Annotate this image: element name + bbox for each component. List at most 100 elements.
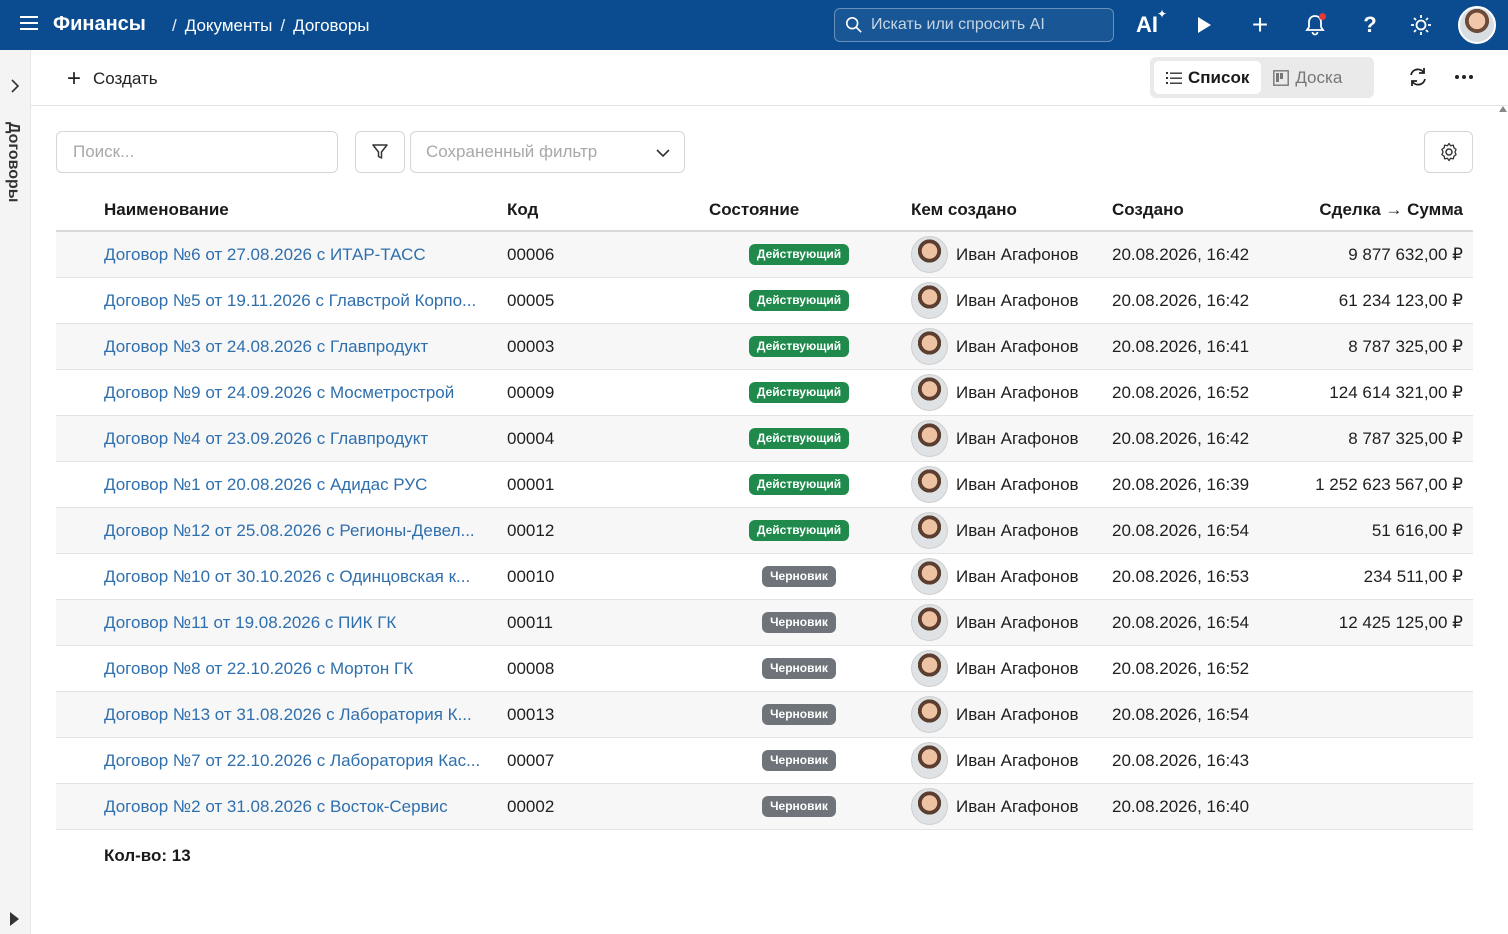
contract-name-link[interactable]: Договор №2 от 31.08.2026 с Восток-Сервис (104, 797, 448, 816)
contract-name-link[interactable]: Договор №1 от 20.08.2026 с Адидас РУС (104, 475, 428, 494)
created-date: 20.08.2026, 16:43 (1112, 751, 1250, 770)
table-row[interactable]: Договор №2 от 31.08.2026 с Восток-Сервис… (56, 784, 1473, 830)
created-by-name: Иван Агафонов (956, 704, 1079, 724)
view-board-button[interactable]: Доска (1261, 61, 1354, 94)
saved-filter-select[interactable]: Сохраненный фильтр (410, 131, 685, 173)
more-icon[interactable] (1453, 66, 1475, 88)
avatar[interactable] (911, 236, 948, 273)
search-input[interactable] (56, 131, 338, 173)
created-by-cell: Иван Агафонов (911, 374, 1079, 411)
contract-name-link[interactable]: Договор №3 от 24.08.2026 с Главпродукт (104, 337, 429, 356)
created-date: 20.08.2026, 16:52 (1112, 383, 1250, 402)
contract-name-link[interactable]: Договор №12 от 25.08.2026 с Регионы-Деве… (104, 521, 475, 540)
table-row[interactable]: Договор №5 от 19.11.2026 с Главстрой Кор… (56, 278, 1473, 324)
plus-icon[interactable]: + (1251, 9, 1269, 40)
sparkle-icon: ✦ (1156, 7, 1167, 21)
created-date: 20.08.2026, 16:53 (1112, 567, 1250, 586)
table-row[interactable]: Договор №12 от 25.08.2026 с Регионы-Деве… (56, 508, 1473, 554)
contract-name-link[interactable]: Договор №10 от 30.10.2026 с Одинцовская … (104, 567, 471, 586)
contract-name-link[interactable]: Договор №4 от 23.09.2026 с Главпродукт (104, 429, 429, 448)
column-header-created-by[interactable]: Кем создано (911, 200, 1017, 219)
table-row[interactable]: Договор №3 от 24.08.2026 с Главпродукт 00… (56, 324, 1473, 370)
global-search-input[interactable] (871, 16, 1101, 34)
avatar[interactable] (911, 788, 948, 825)
play-icon[interactable] (1190, 11, 1218, 39)
contract-name-link[interactable]: Договор №9 от 24.09.2026 с Мосметрострой (104, 383, 455, 402)
breadcrumb-item-contracts[interactable]: Договоры (293, 16, 370, 35)
table-row[interactable]: Договор №11 от 19.08.2026 с ПИК ГК 00011 Ч… (56, 600, 1473, 646)
avatar[interactable] (911, 282, 948, 319)
chevron-right-icon[interactable] (8, 78, 22, 94)
table-row[interactable]: Договор №9 от 24.09.2026 с Мосметрострой… (56, 370, 1473, 416)
status-badge-cell: Действующий (746, 427, 852, 449)
avatar[interactable] (911, 466, 948, 503)
table-row[interactable]: Договор №6 от 27.08.2026 с ИТАР-ТАСС 0000… (56, 232, 1473, 278)
table-row[interactable]: Договор №1 от 20.08.2026 с Адидас РУС 000… (56, 462, 1473, 508)
table-row[interactable]: Договор №13 от 31.08.2026 с Лаборатория … (56, 692, 1473, 738)
side-rail-label: Договоры (5, 122, 22, 203)
ai-icon[interactable]: AI ✦ (1133, 7, 1167, 39)
refresh-icon[interactable] (1407, 66, 1429, 88)
avatar[interactable] (911, 512, 948, 549)
help-icon[interactable]: ? (1363, 12, 1377, 37)
contract-name-link[interactable]: Договор №13 от 31.08.2026 с Лаборатория … (104, 705, 472, 724)
user-avatar[interactable] (1458, 6, 1496, 44)
breadcrumb-item-documents[interactable]: Документы (184, 16, 273, 35)
contract-code: 00003 (507, 337, 555, 356)
expand-arrow-icon[interactable] (10, 912, 19, 926)
contracts-table: Наименование Код Состояние Кем создано С… (56, 187, 1473, 830)
created-by-name: Иван Агафонов (956, 658, 1079, 678)
created-by-cell: Иван Агафонов (911, 650, 1079, 687)
sun-icon[interactable] (1407, 11, 1435, 39)
status-badge: Черновик (762, 796, 836, 817)
chevron-down-icon (656, 149, 670, 158)
created-by-name: Иван Агафонов (956, 244, 1079, 264)
created-date: 20.08.2026, 16:39 (1112, 475, 1250, 494)
avatar[interactable] (911, 420, 948, 457)
filter-button[interactable] (355, 131, 405, 173)
create-button-label: Создать (93, 69, 158, 88)
avatar[interactable] (911, 604, 948, 641)
avatar[interactable] (911, 650, 948, 687)
column-header-name[interactable]: Наименование (104, 200, 229, 219)
view-list-label: Список (1188, 67, 1250, 87)
contract-name-link[interactable]: Договор №5 от 19.11.2026 с Главстрой Кор… (104, 291, 477, 310)
view-list-button[interactable]: Список (1154, 61, 1262, 94)
table-row[interactable]: Договор №10 от 30.10.2026 с Одинцовская … (56, 554, 1473, 600)
created-date: 20.08.2026, 16:42 (1112, 291, 1250, 310)
contract-code: 00002 (507, 797, 555, 816)
gear-icon (1440, 142, 1457, 162)
contract-name-link[interactable]: Договор №8 от 22.10.2026 с Мортон ГК (104, 659, 414, 678)
avatar[interactable] (911, 328, 948, 365)
avatar[interactable] (911, 558, 948, 595)
table-settings-button[interactable] (1424, 131, 1473, 173)
app-title[interactable]: Финансы (53, 13, 146, 35)
contract-name-link[interactable]: Договор №7 от 22.10.2026 с Лаборатория К… (104, 751, 481, 770)
scroll-up-arrow-icon[interactable] (1499, 106, 1507, 112)
column-header-created[interactable]: Создано (1112, 200, 1184, 219)
bell-icon[interactable] (1301, 11, 1329, 39)
contract-name-link[interactable]: Договор №6 от 27.08.2026 с ИТАР-ТАСС (104, 245, 426, 264)
avatar[interactable] (911, 742, 948, 779)
column-header-state[interactable]: Состояние (709, 200, 800, 219)
status-badge-cell: Действующий (746, 289, 852, 311)
create-button[interactable]: + Создать (67, 65, 158, 93)
hamburger-icon[interactable] (20, 16, 38, 34)
contract-name-link[interactable]: Договор №11 от 19.08.2026 с ПИК ГК (104, 613, 397, 632)
table-row[interactable]: Договор №4 от 23.09.2026 с Главпродукт 00… (56, 416, 1473, 462)
avatar[interactable] (911, 374, 948, 411)
status-badge-cell: Действующий (746, 335, 852, 357)
status-badge-cell: Действующий (746, 519, 852, 541)
table-row[interactable]: Договор №7 от 22.10.2026 с Лаборатория К… (56, 738, 1473, 784)
status-badge: Черновик (762, 704, 836, 725)
column-header-deal-sum[interactable]: Сделка → Сумма (1319, 200, 1463, 219)
created-by-name: Иван Агафонов (956, 796, 1079, 816)
column-header-code[interactable]: Код (507, 200, 539, 219)
table-row[interactable]: Договор №8 от 22.10.2026 с Мортон ГК 0000… (56, 646, 1473, 692)
avatar[interactable] (911, 696, 948, 733)
deal-sum: 8 787 325,00 ₽ (1348, 429, 1463, 448)
global-search[interactable] (834, 8, 1114, 42)
created-by-name: Иван Агафонов (956, 750, 1079, 770)
created-date: 20.08.2026, 16:40 (1112, 797, 1250, 816)
created-by-cell: Иван Агафонов (911, 328, 1079, 365)
